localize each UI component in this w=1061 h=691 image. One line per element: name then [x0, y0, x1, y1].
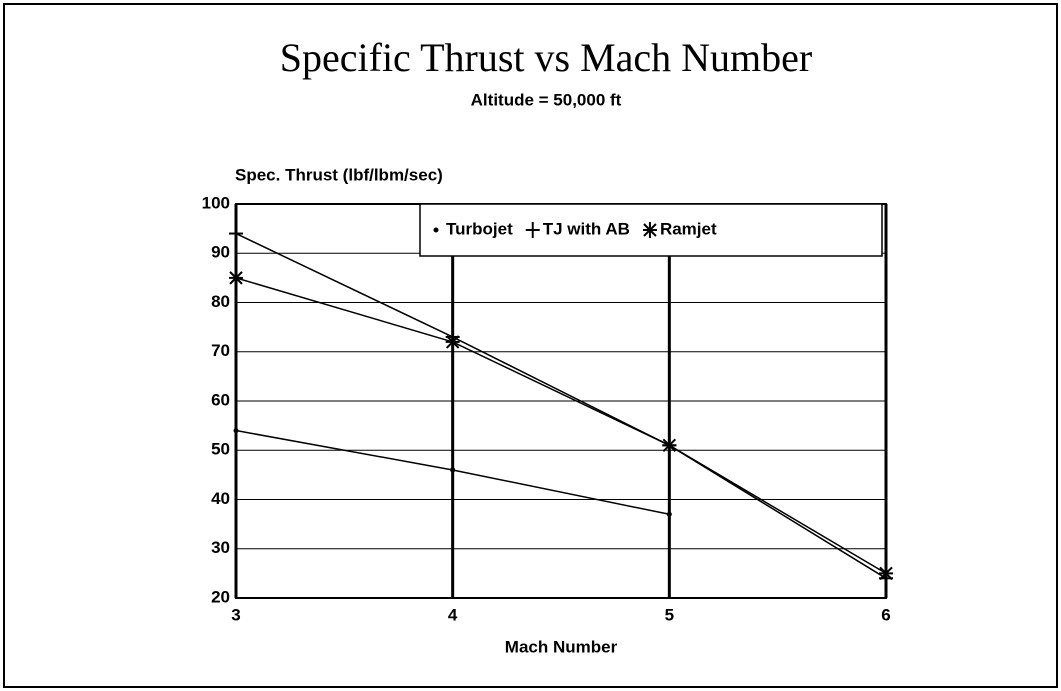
y-tick-label: 30 — [211, 538, 230, 557]
marker-stroke — [643, 223, 657, 237]
chart-title: Specific Thrust vs Mach Number — [280, 35, 812, 80]
marker-stroke — [662, 438, 677, 453]
marker — [662, 437, 677, 454]
y-tick-label: 50 — [211, 440, 230, 459]
marker-stroke — [879, 566, 893, 581]
marker — [642, 222, 657, 238]
y-tick-label: 90 — [211, 243, 230, 262]
marker-stroke — [229, 271, 243, 285]
x-tick-label: 4 — [448, 605, 458, 624]
marker — [433, 227, 439, 233]
y-tick-label: 20 — [211, 587, 230, 606]
marker — [445, 333, 460, 350]
marker-stroke — [445, 335, 460, 349]
x-axis-label: Mach Number — [505, 637, 618, 656]
legend-label: TJ with AB — [543, 219, 630, 238]
series-line — [235, 277, 887, 575]
marker — [666, 511, 672, 517]
marker — [229, 225, 243, 242]
marker-dot — [433, 227, 439, 233]
legend-label: Ramjet — [660, 219, 717, 238]
frame — [3, 3, 1058, 688]
marker — [879, 565, 893, 582]
y-tick-label: 80 — [211, 292, 230, 311]
y-tick-label: 40 — [211, 489, 230, 508]
marker — [450, 467, 456, 473]
y-tick-label: 70 — [211, 341, 230, 360]
marker — [229, 269, 243, 286]
series-line — [235, 232, 887, 579]
x-tick-label: 5 — [665, 605, 674, 624]
marker-dot — [450, 467, 456, 473]
x-tick-label: 3 — [231, 605, 240, 624]
y-tick-label: 60 — [211, 390, 230, 409]
y-tick-label: 100 — [202, 193, 230, 212]
marker — [525, 222, 540, 238]
marker-dot — [666, 511, 672, 517]
marker — [233, 428, 239, 434]
x-tick-label: 6 — [881, 605, 890, 624]
chart-subtitle: Altitude = 50,000 ft — [471, 90, 622, 109]
marker-dot — [233, 428, 239, 434]
y-axis-label: Spec. Thrust (lbf/lbm/sec) — [235, 165, 443, 184]
legend-label: Turbojet — [446, 219, 513, 238]
